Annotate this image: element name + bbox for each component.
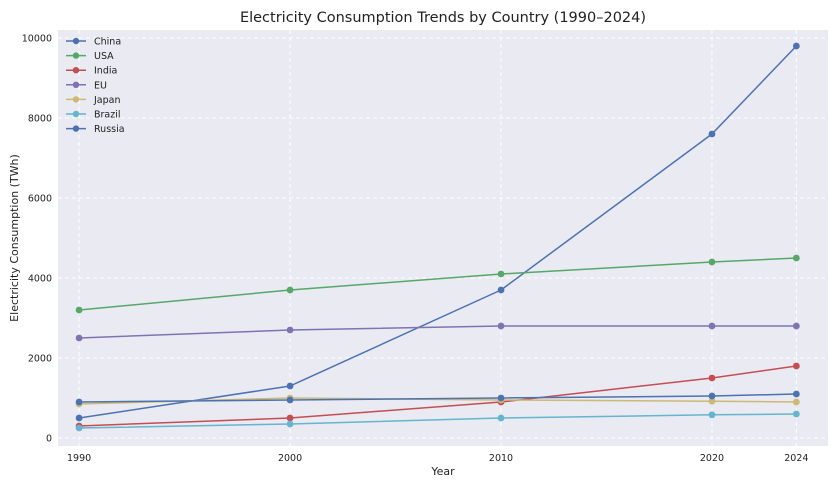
legend-swatch-marker [72, 110, 80, 118]
data-point [792, 362, 800, 370]
data-point [708, 130, 716, 138]
y-tick-label: 2000 [28, 354, 52, 365]
series-china [75, 42, 800, 422]
legend-swatch-marker [72, 96, 80, 103]
legend-label: Japan [93, 95, 121, 106]
data-point [497, 286, 505, 294]
x-axis-title: Year [430, 465, 455, 478]
legend-item: China [66, 37, 121, 48]
x-tick-label: 2010 [489, 453, 513, 464]
data-point [792, 398, 800, 406]
data-point [708, 397, 716, 405]
legend-label: China [94, 37, 121, 48]
series-brazil [75, 410, 800, 432]
legend-label: India [94, 66, 117, 77]
legend-item: EU [66, 80, 107, 91]
legend-swatch-marker [72, 37, 80, 45]
y-ticks: 0 2000 4000 6000 8000 10000 [22, 34, 52, 445]
data-point [75, 398, 83, 406]
data-point [792, 390, 800, 398]
legend-label: Brazil [94, 110, 121, 121]
data-point [792, 254, 800, 262]
series-eu [75, 322, 800, 342]
data-point [75, 334, 83, 342]
series-group [75, 42, 800, 432]
y-tick-label: 4000 [28, 274, 52, 285]
legend-item: Japan [66, 95, 121, 106]
data-point [286, 326, 294, 334]
data-point [286, 396, 294, 404]
legend-item: Russia [66, 124, 125, 135]
data-point [708, 411, 716, 419]
data-point [286, 382, 294, 390]
data-point [497, 322, 505, 330]
legend-item: Brazil [66, 110, 121, 121]
x-tick-label: 2024 [784, 453, 808, 464]
legend: China USA India EU Japan Brazil Russia [66, 37, 125, 135]
chart-title: Electricity Consumption Trends by Countr… [240, 10, 646, 26]
plot-area [58, 30, 828, 446]
data-point [708, 374, 716, 382]
data-point [286, 420, 294, 428]
x-ticks: 1990 2000 2010 2020 2024 [67, 453, 808, 464]
y-axis-title: Electricity Consumption (TWh) [8, 154, 21, 322]
data-point [497, 414, 505, 422]
legend-item: USA [66, 51, 114, 62]
legend-swatch-marker [72, 125, 80, 132]
legend-swatch-marker [72, 81, 80, 89]
x-tick-label: 1990 [67, 453, 91, 464]
data-point [708, 258, 716, 266]
y-tick-label: 8000 [28, 114, 52, 125]
x-tick-label: 2020 [700, 453, 724, 464]
data-point [75, 414, 83, 422]
series-usa [75, 254, 800, 314]
legend-label: EU [94, 80, 107, 91]
x-tick-label: 2000 [278, 453, 302, 464]
data-point [75, 424, 83, 432]
data-point [497, 394, 505, 402]
data-point [75, 306, 83, 314]
data-point [708, 322, 716, 330]
y-tick-label: 10000 [22, 34, 52, 45]
series-russia [75, 390, 800, 406]
y-tick-label: 0 [46, 434, 52, 445]
legend-label: USA [94, 51, 114, 62]
legend-swatch-marker [72, 52, 80, 59]
data-point [792, 322, 800, 330]
data-point [708, 392, 716, 400]
data-point [792, 410, 800, 418]
y-tick-label: 6000 [28, 194, 52, 205]
legend-item: India [66, 66, 117, 77]
data-point [497, 270, 505, 278]
data-point [286, 286, 294, 294]
data-point [792, 42, 800, 50]
data-point [286, 414, 294, 422]
legend-swatch-marker [72, 67, 80, 74]
legend-label: Russia [94, 124, 125, 135]
